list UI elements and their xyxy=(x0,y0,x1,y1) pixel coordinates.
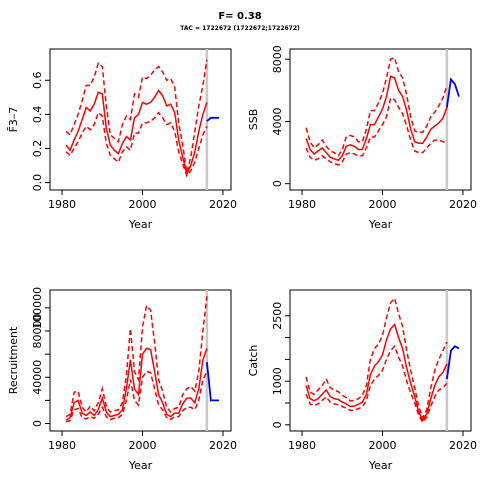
panel-catch-ylabel: Catch xyxy=(247,345,260,377)
panel-recruitment-y-tick-label: 100000 xyxy=(31,287,44,329)
panel-recruitment-x-tick-label: 1980 xyxy=(48,439,76,452)
panel-catch-series-lower xyxy=(305,344,448,424)
panel-f-x-tick-label: 2020 xyxy=(209,198,237,211)
panel-recruitment-series-median xyxy=(65,347,208,421)
panel-f-y-ticks: 0.0 0.2 0.4 0.6 xyxy=(31,72,50,192)
panel-recruitment-y-tick-label: 40000 xyxy=(31,360,44,395)
figure-subtitle: TAC = 1722672 (1722672;1722672) xyxy=(180,25,300,32)
panel-recruitment-y-tick-label: 80000 xyxy=(31,314,44,349)
panel-f-series-lower xyxy=(65,111,208,178)
panel-ssb-series-median xyxy=(305,75,448,162)
panel-catch-series-median xyxy=(305,323,448,423)
panel-f-y-tick-label: 0.0 xyxy=(31,174,44,192)
panel-ssb-ylabel: SSB xyxy=(247,109,260,131)
panel-f-plot xyxy=(49,48,232,191)
panel-recruitment-y-tick-label: 0 xyxy=(31,420,44,427)
panel-f-x-tick-label: 1980 xyxy=(48,198,76,211)
panel-recruitment-series-lower xyxy=(65,370,208,423)
panel-f-x-ticks: 1980 2000 2020 xyxy=(48,190,237,211)
panel-ssb-y-tick-label: 0 xyxy=(271,180,284,187)
panel-ssb-projection xyxy=(446,77,460,108)
panel-ssb-x-tick-label: 2000 xyxy=(369,198,397,211)
panel-recruitment-x-tick-label: 2020 xyxy=(209,439,237,452)
panel-f-xlabel: Year xyxy=(128,218,153,231)
figure-title: F= 0.38 xyxy=(218,11,261,22)
panel-catch-x-tick-label: 1980 xyxy=(288,439,316,452)
panel-f-x-tick-label: 2000 xyxy=(129,198,157,211)
panel-recruitment-x-ticks: 1980 2000 2020 xyxy=(48,431,237,452)
panel-recruitment-ylabel: Recruitment xyxy=(7,326,20,394)
panel-ssb-xlabel: Year xyxy=(368,218,393,231)
panel-catch-y-tick-label: 1000 xyxy=(271,367,284,395)
panel-catch-y-ticks: 0 1000 2500 xyxy=(271,302,290,428)
panel-catch-xlabel: Year xyxy=(368,459,393,472)
panel-f-y-tick-label: 0.6 xyxy=(31,72,44,90)
panel-f-y-tick-label: 0.2 xyxy=(31,140,44,158)
panel-ssb-x-tick-label: 1980 xyxy=(288,198,316,211)
panel-ssb-plot xyxy=(289,48,472,191)
panel-f-projection xyxy=(206,116,219,122)
panel-ssb: 0 4000 8000 1980 2000 2020 Year SSB xyxy=(247,45,477,231)
panel-f-y-tick-label: 0.4 xyxy=(31,106,44,124)
panel-ssb-y-tick-label: 8000 xyxy=(271,45,284,73)
panel-ssb-x-tick-label: 2020 xyxy=(449,198,477,211)
panel-catch-plot xyxy=(289,289,472,432)
panel-ssb-frame xyxy=(289,48,472,191)
panel-recruitment-frame xyxy=(49,289,232,432)
panel-catch-x-ticks: 1980 2000 2020 xyxy=(288,431,477,452)
panel-recruitment-xlabel: Year xyxy=(128,459,153,472)
panel-f-series-median xyxy=(65,89,208,177)
panel-ssb-series-upper xyxy=(305,56,448,157)
panel-f-series-upper xyxy=(65,59,208,173)
panel-catch: 0 1000 2500 1980 2000 2020 Year Catch xyxy=(247,289,477,472)
panel-recruitment-plot xyxy=(49,289,232,432)
panel-f: 0.0 0.2 0.4 0.6 1980 2000 2020 Year F̄3–7 xyxy=(7,48,237,231)
panel-catch-x-tick-label: 2020 xyxy=(449,439,477,452)
panel-recruitment-x-tick-label: 2000 xyxy=(129,439,157,452)
panel-ssb-series-lower xyxy=(305,97,448,166)
panel-catch-projection xyxy=(446,345,460,380)
panel-recruitment-projection xyxy=(206,362,219,402)
panel-f-ylabel: F̄3–7 xyxy=(7,107,20,133)
panel-ssb-y-ticks: 0 4000 8000 xyxy=(271,45,290,187)
panel-catch-series-upper xyxy=(305,296,448,420)
panel-ssb-x-ticks: 1980 2000 2020 xyxy=(288,190,477,211)
panel-catch-y-tick-label: 0 xyxy=(271,421,284,428)
panel-catch-frame xyxy=(289,289,472,432)
panel-ssb-y-tick-label: 4000 xyxy=(271,107,284,135)
panel-f-frame xyxy=(49,48,232,191)
panel-recruitment-series-upper xyxy=(65,296,208,418)
panel-catch-y-tick-label: 2500 xyxy=(271,302,284,330)
panel-catch-x-tick-label: 2000 xyxy=(369,439,397,452)
